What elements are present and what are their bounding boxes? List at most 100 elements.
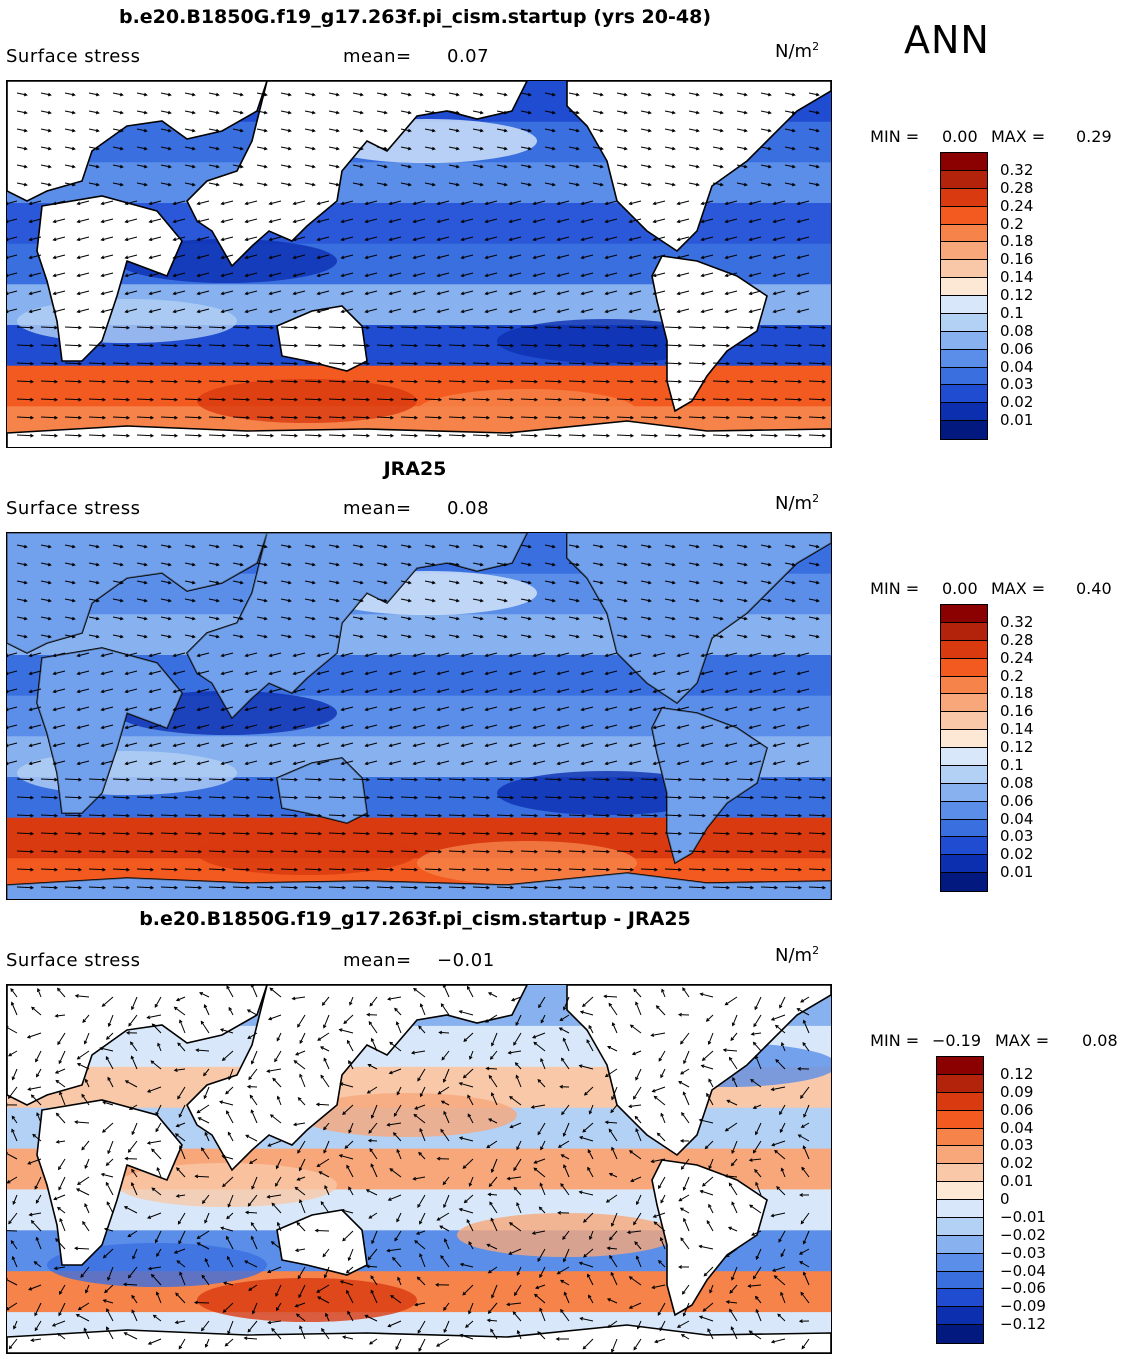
colorbar-tick-label: −0.03 [1000,1243,1046,1262]
colorbar-swatch [941,765,987,784]
panel-title-model: b.e20.B1850G.f19_g17.263f.pi_cism.startu… [118,6,712,28]
colorbar-tick-label: 0.12 [1000,286,1034,304]
colorbar-swatch [937,1057,983,1075]
map-panel-diff [6,984,832,1354]
colorbar-swatch [941,367,987,386]
colorbar-tick-label: 0.2 [1000,666,1024,685]
colorbar-swatch [941,712,987,731]
colorbar-swatch [941,242,987,261]
variable-label-obs: Surface stress [6,498,141,519]
colorbar-tick-label: −0.04 [1000,1261,1046,1280]
panel-title-diff: b.e20.B1850G.f19_g17.263f.pi_cism.startu… [139,908,691,930]
colorbar-swatch [941,605,987,623]
colorbar-swatch [937,1217,983,1236]
colorbar-tick-label: 0.12 [1000,1064,1034,1083]
colorbar-swatch [941,349,987,368]
panel-title-obs: JRA25 [383,458,447,480]
colorbar-tick-label: 0.28 [1000,178,1034,197]
colorbar-tick-label: 0.06 [1000,791,1034,810]
units-obs: N/m2 [775,492,820,514]
colorbar-tick-label: 0.08 [1000,773,1034,792]
colorbar-swatch [941,331,987,350]
colorbar-tick-label: 0.09 [1000,1082,1034,1101]
colorbar-swatch [941,694,987,713]
colorbar-swatch [937,1164,983,1183]
colorbar-tick-label: 0.1 [1000,303,1024,322]
colorbar-swatch [937,1271,983,1290]
mean-value-diff: −0.01 [437,950,495,971]
colorbar-swatch [937,1146,983,1165]
colorbar-swatch [941,819,987,838]
mean-label-diff: mean= [343,950,412,971]
colorbar-tick-label: 0.04 [1000,809,1034,828]
colorbar-swatch [941,153,987,171]
minmax-diff: MIN = −0.19 MAX = 0.08 [870,1031,1118,1050]
colorbar-swatches-diff [936,1056,984,1344]
colorbar-tick-label: −0.09 [1000,1297,1046,1316]
colorbar-swatch [937,1253,983,1272]
colorbar-swatch [941,855,987,874]
colorbar-tick-label: 0.03 [1000,1136,1034,1155]
colorbar-swatch [941,313,987,332]
colorbar-tick-label: 0 [1000,1190,1010,1208]
colorbar-tick-label: 0.24 [1000,196,1034,215]
colorbar-tick-label: 0.18 [1000,684,1034,703]
mean-value-obs: 0.08 [447,498,490,519]
colorbar-tick-label: −0.01 [1000,1207,1046,1226]
colorbar-tick-label: 0.2 [1000,214,1024,233]
colorbar-tick-label: 0.06 [1000,339,1034,358]
colorbar-tick-label: 0.03 [1000,375,1034,394]
variable-label-diff: Surface stress [6,950,141,971]
colorbar-swatch [941,278,987,296]
colorbar-tick-label: 0.06 [1000,1100,1034,1119]
colorbar-tick-label: 0.01 [1000,1172,1034,1191]
colorbar-swatch [941,188,987,207]
colorbar-swatch [937,1110,983,1129]
mean-label-obs: mean= [343,498,412,519]
colorbar-swatches-model [940,152,988,440]
colorbar-swatch [941,170,987,189]
minmax-obs: MIN = 0.00 MAX = 0.40 [870,579,1112,598]
colorbar-swatch [941,676,987,695]
colorbar-swatch [937,1200,983,1218]
colorbar-swatch [937,1092,983,1111]
colorbar-swatch [937,1307,983,1326]
colorbar-tick-label: 0.04 [1000,357,1034,376]
colorbar-swatch [941,873,987,891]
colorbar-swatch [937,1182,983,1200]
colorbar-swatch [941,801,987,820]
colorbar-tick-label: −0.06 [1000,1279,1046,1298]
season-label: ANN [904,18,990,62]
colorbar-tick-label: 0.02 [1000,845,1034,864]
colorbar-swatch [937,1235,983,1254]
colorbar-tick-label: 0.1 [1000,755,1024,774]
colorbar-swatch [941,783,987,802]
colorbar-swatch [937,1128,983,1147]
colorbar-swatch [937,1325,983,1343]
colorbar-swatch [941,837,987,856]
colorbar-swatch [941,640,987,659]
colorbar-tick-label: 0.12 [1000,738,1034,756]
map-panel-obs [6,532,832,900]
colorbar-tick-label: 0.02 [1000,1154,1034,1173]
variable-label-model: Surface stress [6,46,141,67]
colorbar-swatch [941,385,987,404]
colorbar-swatch [941,224,987,243]
colorbar-tick-label: 0.01 [1000,411,1034,430]
colorbar-swatch [941,622,987,641]
colorbar-tick-label: 0.28 [1000,630,1034,649]
colorbar-tick-label: 0.18 [1000,232,1034,251]
units-model: N/m2 [775,40,820,62]
colorbar-tick-label: 0.16 [1000,702,1034,721]
colorbar-tick-label: 0.16 [1000,250,1034,269]
colorbar-swatch [941,260,987,279]
colorbar-tick-label: −0.12 [1000,1315,1046,1334]
colorbar-tick-label: 0.02 [1000,393,1034,412]
map-panel-model [6,80,832,448]
colorbar-tick-label: 0.24 [1000,648,1034,667]
colorbar-tick-label: 0.14 [1000,268,1034,287]
colorbar-swatch [937,1289,983,1308]
mean-label-model: mean= [343,46,412,67]
colorbar-swatch [941,403,987,422]
colorbar-tick-label: 0.32 [1000,160,1034,179]
